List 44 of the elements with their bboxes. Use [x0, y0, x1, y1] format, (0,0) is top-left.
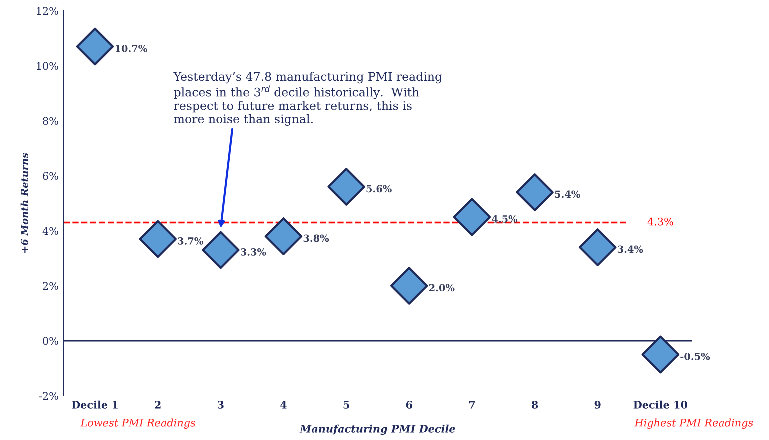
point: [76, 28, 114, 66]
data-label: 5.4%: [555, 190, 580, 198]
y-tick-label: -2%: [39, 392, 58, 400]
y-axis-title: +6 Month Returns: [20, 153, 28, 253]
x-tick-label: 6: [406, 401, 412, 409]
text: Highest PMI Readings: [634, 418, 754, 429]
data-label: 3.8%: [304, 234, 330, 242]
x-tick-label: Decile 1: [72, 400, 118, 409]
y-tick-label: 8%: [43, 117, 58, 126]
x-tick-label: 8: [532, 401, 538, 409]
data-label: 3.7%: [178, 237, 204, 245]
x-tick-label: 7: [469, 401, 475, 409]
y-tick-label: 0%: [43, 337, 58, 346]
text: Lowest PMI Readings: [80, 418, 196, 429]
x-tick-label: Decile 10: [634, 400, 688, 409]
data-label: 4.5%: [492, 215, 518, 223]
y-tick-label: 4%: [42, 227, 58, 236]
y-tick-label: 2%: [43, 282, 58, 290]
point: [642, 336, 680, 374]
data-label: 2.0%: [429, 284, 455, 292]
data-label: -0.5%: [680, 352, 710, 360]
x-tick-label: 4: [280, 401, 287, 409]
data-label: 3.3%: [241, 248, 266, 256]
point: [578, 228, 617, 266]
point: [453, 198, 492, 236]
y-tick-label: 6%: [43, 172, 58, 180]
data-label: 5.6%: [366, 185, 392, 193]
data-label: 3.4%: [618, 246, 644, 254]
x-tick-label: 5: [344, 401, 350, 409]
point: [264, 218, 303, 256]
x-axis-title: Manufacturing PMI Decile: [300, 424, 456, 436]
point: [202, 231, 240, 270]
x-tick-label: 2: [155, 401, 161, 409]
data-label: 10.7%: [116, 44, 148, 52]
x-tick-label: 9: [594, 401, 601, 409]
y-tick-label: 12%: [37, 7, 58, 16]
point: [516, 174, 554, 212]
ref-line-label: 4.3%: [648, 218, 674, 226]
point: [139, 220, 177, 258]
y-tick-label: 10%: [37, 62, 58, 70]
x-tick-label: 3: [218, 401, 224, 409]
point: [328, 168, 366, 206]
annotation: Yesterday’s 47.8 manufacturing PMI reading places in the 3$^{rd}$ decile historically. With respect to future market returns, this is more noise than signal.: [174, 72, 442, 126]
point: [390, 267, 428, 305]
